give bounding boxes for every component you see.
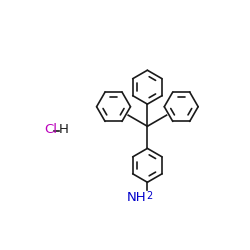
- Text: H: H: [59, 123, 69, 136]
- Text: NH: NH: [127, 191, 146, 204]
- Text: 2: 2: [146, 191, 153, 201]
- Text: Cl: Cl: [44, 123, 58, 136]
